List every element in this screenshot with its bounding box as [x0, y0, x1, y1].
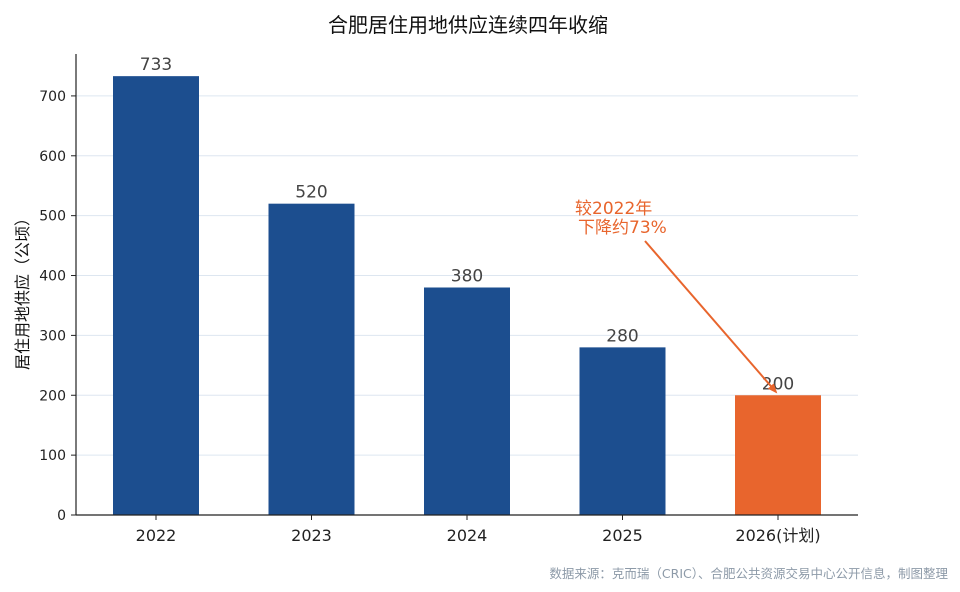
bar-2022	[113, 76, 199, 515]
data-label: 200	[762, 374, 794, 394]
chart-title: 合肥居住用地供应连续四年收缩	[328, 13, 608, 37]
y-axis-label: 居住用地供应（公顷）	[13, 210, 32, 370]
x-tick-label: 2026(计划)	[735, 526, 820, 545]
y-axis-ticks: 0 100 200 300 400 500 600 700	[39, 89, 76, 524]
data-labels: 733 520 380 280 200	[140, 55, 794, 394]
x-tick-label: 2024	[447, 526, 488, 545]
y-tick-label: 700	[39, 89, 66, 105]
y-tick-label: 100	[39, 448, 66, 464]
data-label: 733	[140, 55, 172, 75]
y-tick-label: 500	[39, 209, 66, 225]
y-tick-label: 300	[39, 328, 66, 344]
x-axis-ticks: 2022 2023 2024 2025 2026(计划)	[136, 515, 821, 545]
bar-2024	[424, 287, 510, 515]
annotation-line-2: 下降约73%	[578, 218, 667, 238]
y-tick-label: 600	[39, 149, 66, 165]
annotation-line-1: 较2022年	[575, 199, 652, 219]
y-tick-label: 200	[39, 388, 66, 404]
x-tick-label: 2025	[602, 526, 643, 545]
bar-2023	[268, 203, 355, 515]
data-label: 280	[606, 326, 638, 346]
annotation: 较2022年 下降约73%	[575, 199, 778, 394]
y-tick-label: 400	[39, 269, 66, 285]
x-tick-label: 2023	[291, 526, 332, 545]
annotation-arrow	[644, 240, 778, 394]
bar-2026(计划)	[735, 395, 821, 515]
y-tick-label: 0	[57, 508, 66, 524]
bars	[113, 76, 821, 515]
source-note: 数据来源：克而瑞（CRIC）、合肥公共资源交易中心公开信息，制图整理	[549, 566, 948, 581]
data-label: 520	[295, 183, 327, 203]
x-tick-label: 2022	[136, 526, 177, 545]
data-label: 380	[451, 266, 483, 286]
bar-2025	[579, 347, 666, 515]
